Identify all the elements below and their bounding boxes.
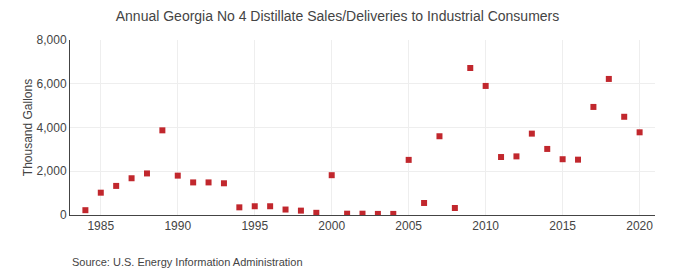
svg-text:8,000: 8,000 — [37, 33, 67, 47]
svg-text:1985: 1985 — [87, 219, 114, 233]
svg-text:2000: 2000 — [318, 219, 345, 233]
svg-text:2020: 2020 — [626, 219, 653, 233]
svg-text:4,000: 4,000 — [37, 121, 67, 135]
svg-text:1995: 1995 — [241, 219, 268, 233]
svg-text:2,000: 2,000 — [37, 164, 67, 178]
svg-text:2005: 2005 — [395, 219, 422, 233]
svg-text:2015: 2015 — [549, 219, 576, 233]
svg-text:2010: 2010 — [472, 219, 499, 233]
svg-text:Annual Georgia No 4 Distillate: Annual Georgia No 4 Distillate Sales/Del… — [116, 8, 560, 24]
svg-text:Thousand Gallons: Thousand Gallons — [21, 79, 35, 176]
svg-text:Source: U.S. Energy Informatio: Source: U.S. Energy Information Administ… — [72, 256, 303, 268]
svg-text:6,000: 6,000 — [37, 77, 67, 91]
svg-text:0: 0 — [60, 208, 67, 222]
svg-text:1990: 1990 — [164, 219, 191, 233]
